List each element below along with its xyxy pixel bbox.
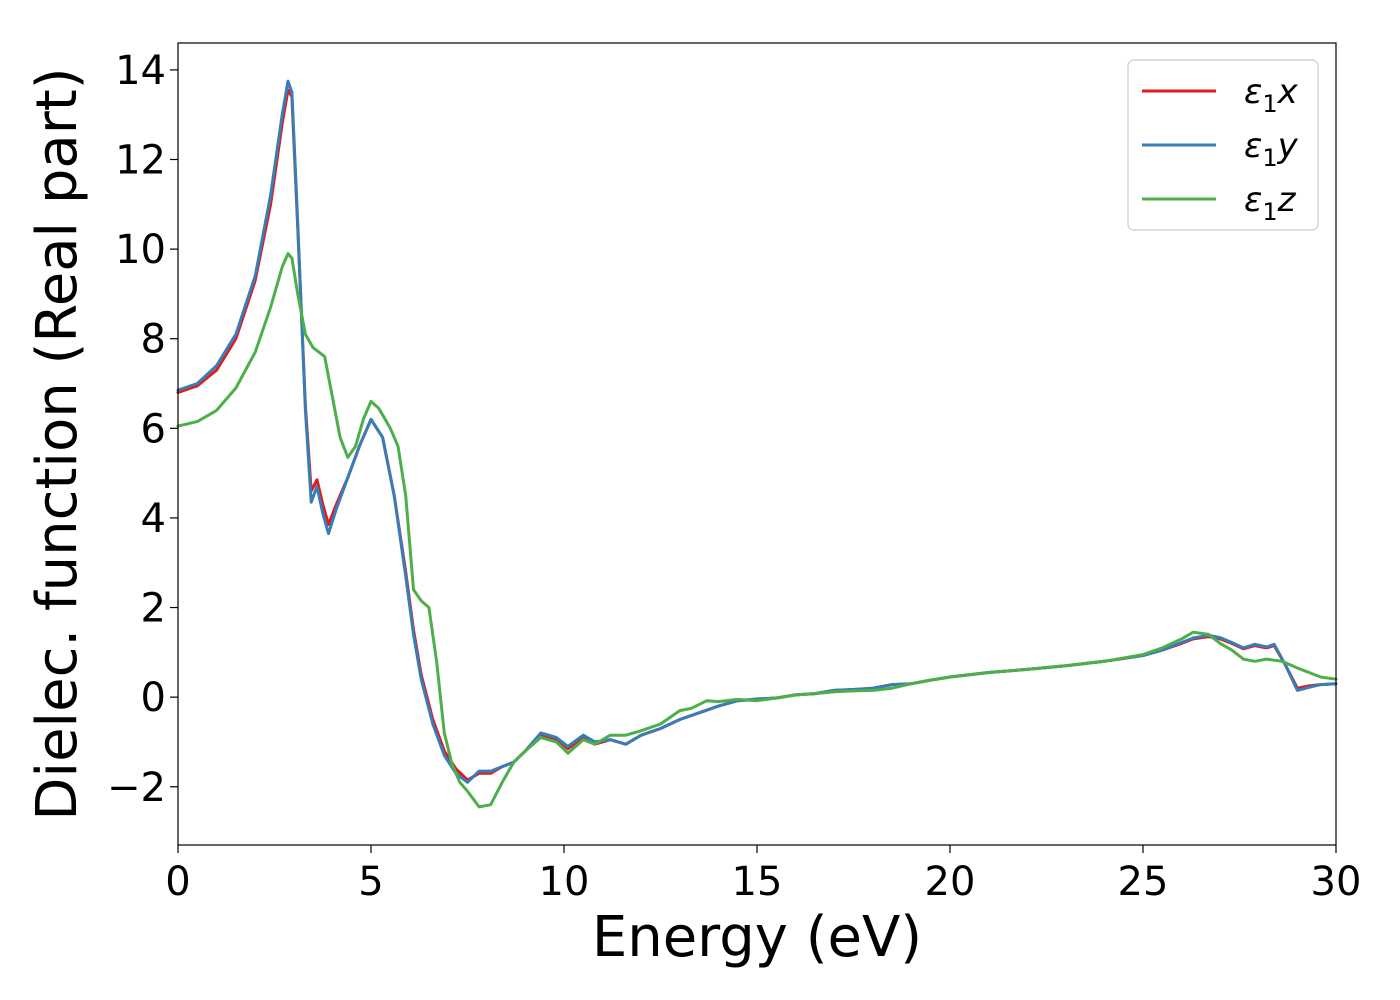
y-tick-label: 0: [141, 675, 166, 721]
series-line-z: [176, 252, 1338, 809]
legend-label-x: ε1x: [1244, 72, 1299, 118]
series-line-y: [176, 79, 1338, 784]
y-tick-label: 2: [141, 586, 166, 632]
y-tick-label: 6: [141, 406, 166, 452]
legend-label-y: ε1y: [1244, 126, 1299, 172]
y-tick-label: 8: [141, 317, 166, 363]
x-axis-title: Energy (eV): [592, 905, 922, 970]
legend-label-z: ε1z: [1244, 180, 1297, 226]
y-tick-label: −2: [107, 765, 166, 811]
legend-box: [1127, 59, 1319, 231]
series-lines: [176, 79, 1338, 809]
x-tick-label: 15: [732, 859, 783, 905]
x-tick-label: 10: [539, 859, 590, 905]
y-axis-ticks: −2 0 2 4 6 8 10 12 14: [107, 48, 178, 811]
x-tick-label: 0: [165, 859, 190, 905]
y-tick-label: 4: [141, 496, 166, 542]
legend: ε1x ε1y ε1z: [1127, 59, 1319, 231]
x-tick-label: 25: [1118, 859, 1169, 905]
y-tick-label: 10: [115, 227, 166, 273]
x-tick-label: 20: [925, 859, 976, 905]
x-tick-label: 5: [358, 859, 383, 905]
x-tick-label: 30: [1311, 859, 1362, 905]
y-tick-label: 12: [115, 137, 166, 183]
x-axis-ticks: 0 5 10 15 20 25 30: [165, 845, 1361, 905]
y-tick-label: 14: [115, 48, 166, 94]
y-axis-title: Dielec. function (Real part): [25, 67, 90, 820]
